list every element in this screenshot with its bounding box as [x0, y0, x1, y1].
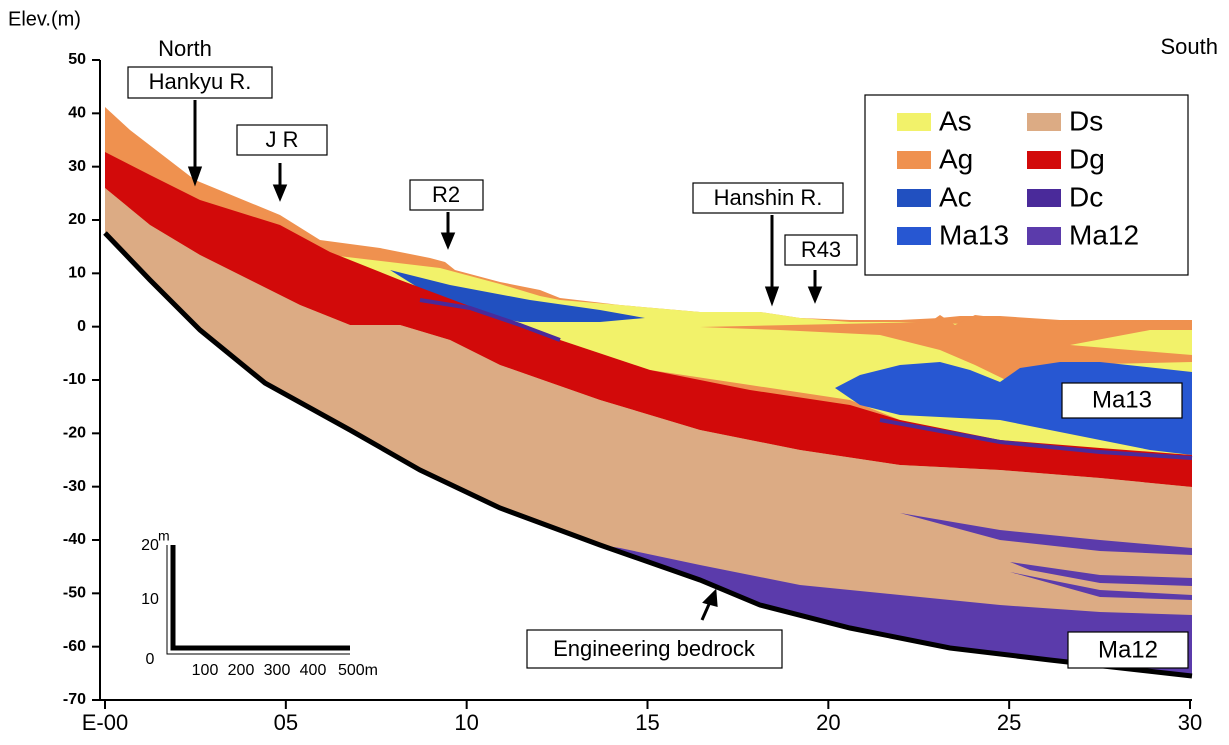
- y-tick-label: -70: [63, 691, 86, 708]
- y-tick-label: -50: [63, 585, 86, 602]
- annotation: North: [158, 36, 212, 61]
- arrow: [702, 602, 710, 620]
- scale-bar: [167, 545, 350, 654]
- scale-label: 200: [228, 662, 255, 679]
- y-tick-label: -60: [63, 638, 86, 655]
- y-tick-label: 20: [68, 211, 86, 228]
- y-tick-label: 30: [68, 158, 86, 175]
- legend-label: Dg: [1069, 143, 1105, 174]
- arrow-head: [810, 288, 820, 300]
- legend-label: Dc: [1069, 181, 1103, 212]
- scale-bar-line: [167, 545, 350, 654]
- x-tick-label: 15: [635, 710, 659, 735]
- y-axis-label: Elev.(m): [8, 8, 81, 30]
- annotation: Ma12: [1098, 636, 1158, 663]
- legend-swatch: [897, 189, 931, 207]
- legend-swatch: [1027, 113, 1061, 131]
- annotation: Hankyu R.: [149, 69, 252, 94]
- x-tick-label: 30: [1178, 710, 1202, 735]
- scale-label: 20: [141, 537, 159, 554]
- annotation: R2: [432, 182, 460, 207]
- x-tick-label: 20: [816, 710, 840, 735]
- annotation: South: [1161, 34, 1219, 59]
- scale-label: 0: [146, 651, 155, 668]
- y-tick-label: -30: [63, 478, 86, 495]
- legend-label: Ma12: [1069, 219, 1139, 250]
- arrow-head: [705, 592, 716, 605]
- legend-swatch: [897, 227, 931, 245]
- annotation: J R: [266, 127, 299, 152]
- annotation: Ma13: [1092, 386, 1152, 413]
- legend-swatch: [897, 151, 931, 169]
- scale-unit: m: [158, 528, 170, 544]
- x-tick-label: 10: [454, 710, 478, 735]
- scale-label: 500m: [338, 662, 378, 679]
- legend-label: As: [939, 105, 972, 136]
- y-tick-label: 50: [68, 51, 86, 68]
- arrow-head: [443, 234, 453, 246]
- x-tick-label: E-00: [82, 710, 128, 735]
- y-tick-label: -20: [63, 425, 86, 442]
- x-tick-label: 05: [274, 710, 298, 735]
- y-tick-label: -10: [63, 371, 86, 388]
- arrow-head: [275, 186, 285, 198]
- annotation: Engineering bedrock: [553, 636, 756, 661]
- scale-label: 400: [300, 662, 327, 679]
- legend-label: Ma13: [939, 219, 1009, 250]
- scale-bar-line: [173, 545, 350, 648]
- legend-label: Ds: [1069, 105, 1103, 136]
- scale-label: 300: [264, 662, 291, 679]
- chart: North South Hankyu R. J R R2 Hanshin R. …: [0, 0, 1229, 740]
- annotation: R43: [801, 237, 841, 262]
- annotation: Hanshin R.: [714, 185, 823, 210]
- x-tick-label: 25: [997, 710, 1021, 735]
- y-tick-label: 0: [77, 318, 86, 335]
- arrow-head: [767, 288, 777, 302]
- scale-label: 10: [141, 591, 159, 608]
- y-tick-label: -40: [63, 531, 86, 548]
- y-tick-label: 40: [68, 105, 86, 122]
- legend-swatch: [897, 113, 931, 131]
- legend-swatch: [1027, 189, 1061, 207]
- y-tick-label: 10: [68, 265, 86, 282]
- legend-label: Ac: [939, 181, 972, 212]
- legend-swatch: [1027, 227, 1061, 245]
- scale-label: 100: [192, 662, 219, 679]
- legend-label: Ag: [939, 143, 973, 174]
- legend-swatch: [1027, 151, 1061, 169]
